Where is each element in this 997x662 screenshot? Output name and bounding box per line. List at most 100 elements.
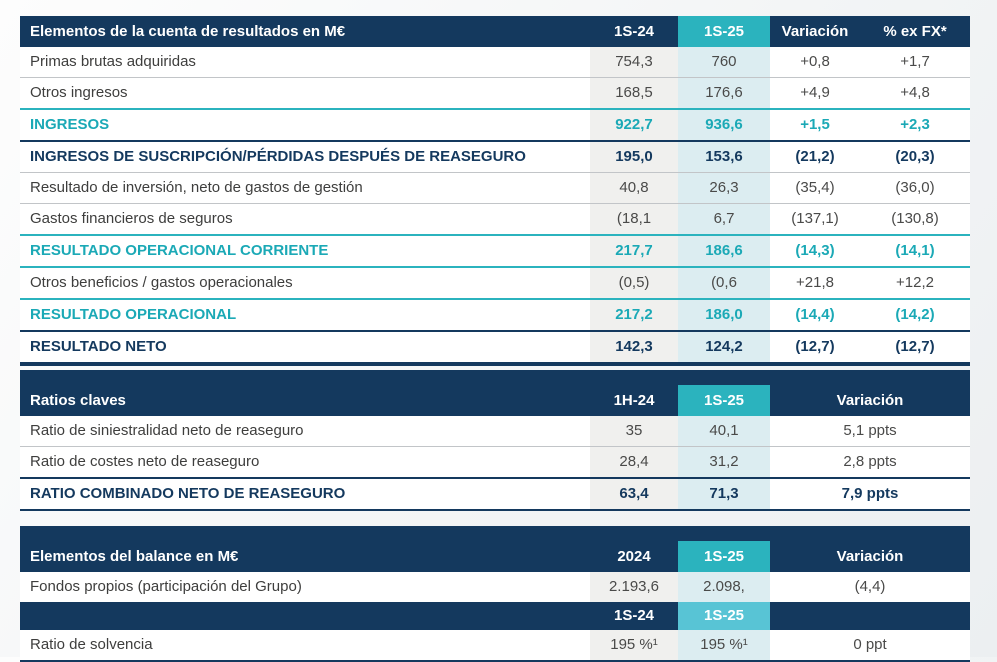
table-row: Ratio de siniestralidad neto de reasegur… xyxy=(20,416,970,446)
table-row: Otros beneficios / gastos operacionales … xyxy=(20,266,970,298)
value-variacion: +1,5 xyxy=(800,116,830,133)
table-row: Fondos propios (participación del Grupo)… xyxy=(20,572,970,602)
value-variacion: 0 ppt xyxy=(853,636,887,653)
table-gap xyxy=(20,511,970,526)
row-label: Otros beneficios / gastos operacionales xyxy=(30,274,293,291)
col-header-variacion: Variación xyxy=(836,392,904,409)
value-1s24: 40,8 xyxy=(590,173,678,203)
subheader-1s24: 1S-24 xyxy=(613,607,655,624)
value-variacion: (137,1) xyxy=(791,210,839,227)
subheader-spacer xyxy=(770,602,970,630)
value-1s25: 26,3 xyxy=(678,173,770,203)
value-variacion: 2,8 ppts xyxy=(843,453,897,470)
row-label: Fondos propios (participación del Grupo) xyxy=(30,578,302,595)
col-header-1s25: 1S-25 xyxy=(678,541,770,572)
value-exfx: +1,7 xyxy=(900,53,930,70)
value-1s25: 186,6 xyxy=(678,236,770,266)
table-row: Primas brutas adquiridas 754,3 760 +0,8 … xyxy=(20,47,970,77)
value-variacion: (14,3) xyxy=(795,242,835,259)
value-2024: 2.193,6 xyxy=(590,572,678,602)
balance-table-title: Elementos del balance en M€ xyxy=(30,548,239,565)
value-exfx: (14,2) xyxy=(895,306,935,323)
balance-table-header: Elementos del balance en M€ 2024 1S-25 V… xyxy=(20,526,970,572)
value-variacion: (14,4) xyxy=(795,306,835,323)
table-row: Ratio de costes neto de reaseguro 28,4 3… xyxy=(20,446,970,477)
value-1s24: (18,1 xyxy=(590,204,678,234)
row-label: Ratio de solvencia xyxy=(30,636,153,653)
value-exfx: +12,2 xyxy=(896,274,934,291)
value-1s25: 124,2 xyxy=(678,332,770,362)
col-header-1s25: 1S-25 xyxy=(678,16,770,47)
col-header-variacion: Variación xyxy=(781,23,849,40)
row-label: Gastos financieros de seguros xyxy=(30,210,233,227)
table-row-total: RESULTADO NETO 142,3 124,2 (12,7) (12,7) xyxy=(20,330,970,362)
ratios-table-header: Ratios claves 1H-24 1S-25 Variación xyxy=(20,370,970,416)
row-label: INGRESOS DE SUSCRIPCIÓN/PÉRDIDAS DESPUÉS… xyxy=(30,148,526,165)
value-1s25: 186,0 xyxy=(678,300,770,330)
table-row: Otros ingresos 168,5 176,6 +4,9 +4,8 xyxy=(20,77,970,108)
balance-table: Elementos del balance en M€ 2024 1S-25 V… xyxy=(20,526,970,662)
row-label: Resultado de inversión, neto de gastos d… xyxy=(30,179,363,196)
value-1s24: 217,2 xyxy=(590,300,678,330)
table-row: Ratio de solvencia 195 %¹ 195 %¹ 0 ppt xyxy=(20,630,970,660)
report-tables: Elementos de la cuenta de resultados en … xyxy=(20,16,970,662)
value-1s25: 2.098, xyxy=(678,572,770,602)
ratios-table-title: Ratios claves xyxy=(30,392,126,409)
value-1s25: 760 xyxy=(678,47,770,77)
row-label: Otros ingresos xyxy=(30,84,128,101)
table-row-total: INGRESOS DE SUSCRIPCIÓN/PÉRDIDAS DESPUÉS… xyxy=(20,140,970,172)
value-1s24: 195 %¹ xyxy=(590,630,678,660)
value-1s24: 195,0 xyxy=(590,142,678,172)
table-row-total: INGRESOS 922,7 936,6 +1,5 +2,3 xyxy=(20,108,970,140)
value-1h24: 28,4 xyxy=(590,447,678,477)
value-exfx: (36,0) xyxy=(895,179,935,196)
value-1s25: 6,7 xyxy=(678,204,770,234)
value-exfx: (14,1) xyxy=(895,242,935,259)
results-table-header: Elementos de la cuenta de resultados en … xyxy=(20,16,970,47)
row-label: RESULTADO OPERACIONAL xyxy=(30,306,237,323)
value-variacion: (21,2) xyxy=(795,148,835,165)
ratios-table: Ratios claves 1H-24 1S-25 Variación Rati… xyxy=(20,370,970,511)
value-1s24: 142,3 xyxy=(590,332,678,362)
value-variacion: (35,4) xyxy=(795,179,835,196)
value-variacion: +4,9 xyxy=(800,84,830,101)
balance-table-subheader: 1S-24 1S-25 xyxy=(20,602,970,630)
value-exfx: +2,3 xyxy=(900,116,930,133)
value-exfx: (12,7) xyxy=(895,338,935,355)
value-1s25: 195 %¹ xyxy=(678,630,770,660)
value-1s25: 936,6 xyxy=(678,110,770,140)
col-header-1h24: 1H-24 xyxy=(613,392,655,409)
value-variacion: 7,9 ppts xyxy=(841,485,899,502)
value-1s25: 71,3 xyxy=(678,479,770,509)
subheader-spacer xyxy=(20,602,590,630)
value-1s25: (0,6 xyxy=(678,268,770,298)
row-label: Ratio de costes neto de reaseguro xyxy=(30,453,260,470)
col-header-1s25: 1S-25 xyxy=(678,385,770,416)
row-label: Primas brutas adquiridas xyxy=(30,53,196,70)
table-row-total: RATIO COMBINADO NETO DE REASEGURO 63,4 7… xyxy=(20,477,970,509)
col-header-2024: 2024 xyxy=(617,548,651,565)
results-table: Elementos de la cuenta de resultados en … xyxy=(20,16,970,366)
value-variacion: (12,7) xyxy=(795,338,835,355)
value-1s25: 31,2 xyxy=(678,447,770,477)
table-row-total: RESULTADO OPERACIONAL CORRIENTE 217,7 18… xyxy=(20,234,970,266)
row-label: Ratio de siniestralidad neto de reasegur… xyxy=(30,422,304,439)
value-exfx: (20,3) xyxy=(895,148,935,165)
value-1s24: (0,5) xyxy=(590,268,678,298)
row-label: RATIO COMBINADO NETO DE REASEGURO xyxy=(30,485,346,502)
value-exfx: +4,8 xyxy=(900,84,930,101)
col-header-1s24: 1S-24 xyxy=(613,23,655,40)
table-row-total: RESULTADO OPERACIONAL 217,2 186,0 (14,4)… xyxy=(20,298,970,330)
value-exfx: (130,8) xyxy=(891,210,939,227)
table-row: Resultado de inversión, neto de gastos d… xyxy=(20,172,970,203)
value-variacion: +0,8 xyxy=(800,53,830,70)
subheader-1s25: 1S-25 xyxy=(678,602,770,630)
value-1s25: 40,1 xyxy=(678,416,770,446)
value-1s24: 922,7 xyxy=(590,110,678,140)
col-header-exfx: % ex FX* xyxy=(883,23,947,40)
row-label: RESULTADO OPERACIONAL CORRIENTE xyxy=(30,242,329,259)
results-table-title: Elementos de la cuenta de resultados en … xyxy=(30,23,346,40)
value-variacion: 5,1 ppts xyxy=(843,422,897,439)
value-1s25: 153,6 xyxy=(678,142,770,172)
value-variacion: (4,4) xyxy=(854,578,886,595)
